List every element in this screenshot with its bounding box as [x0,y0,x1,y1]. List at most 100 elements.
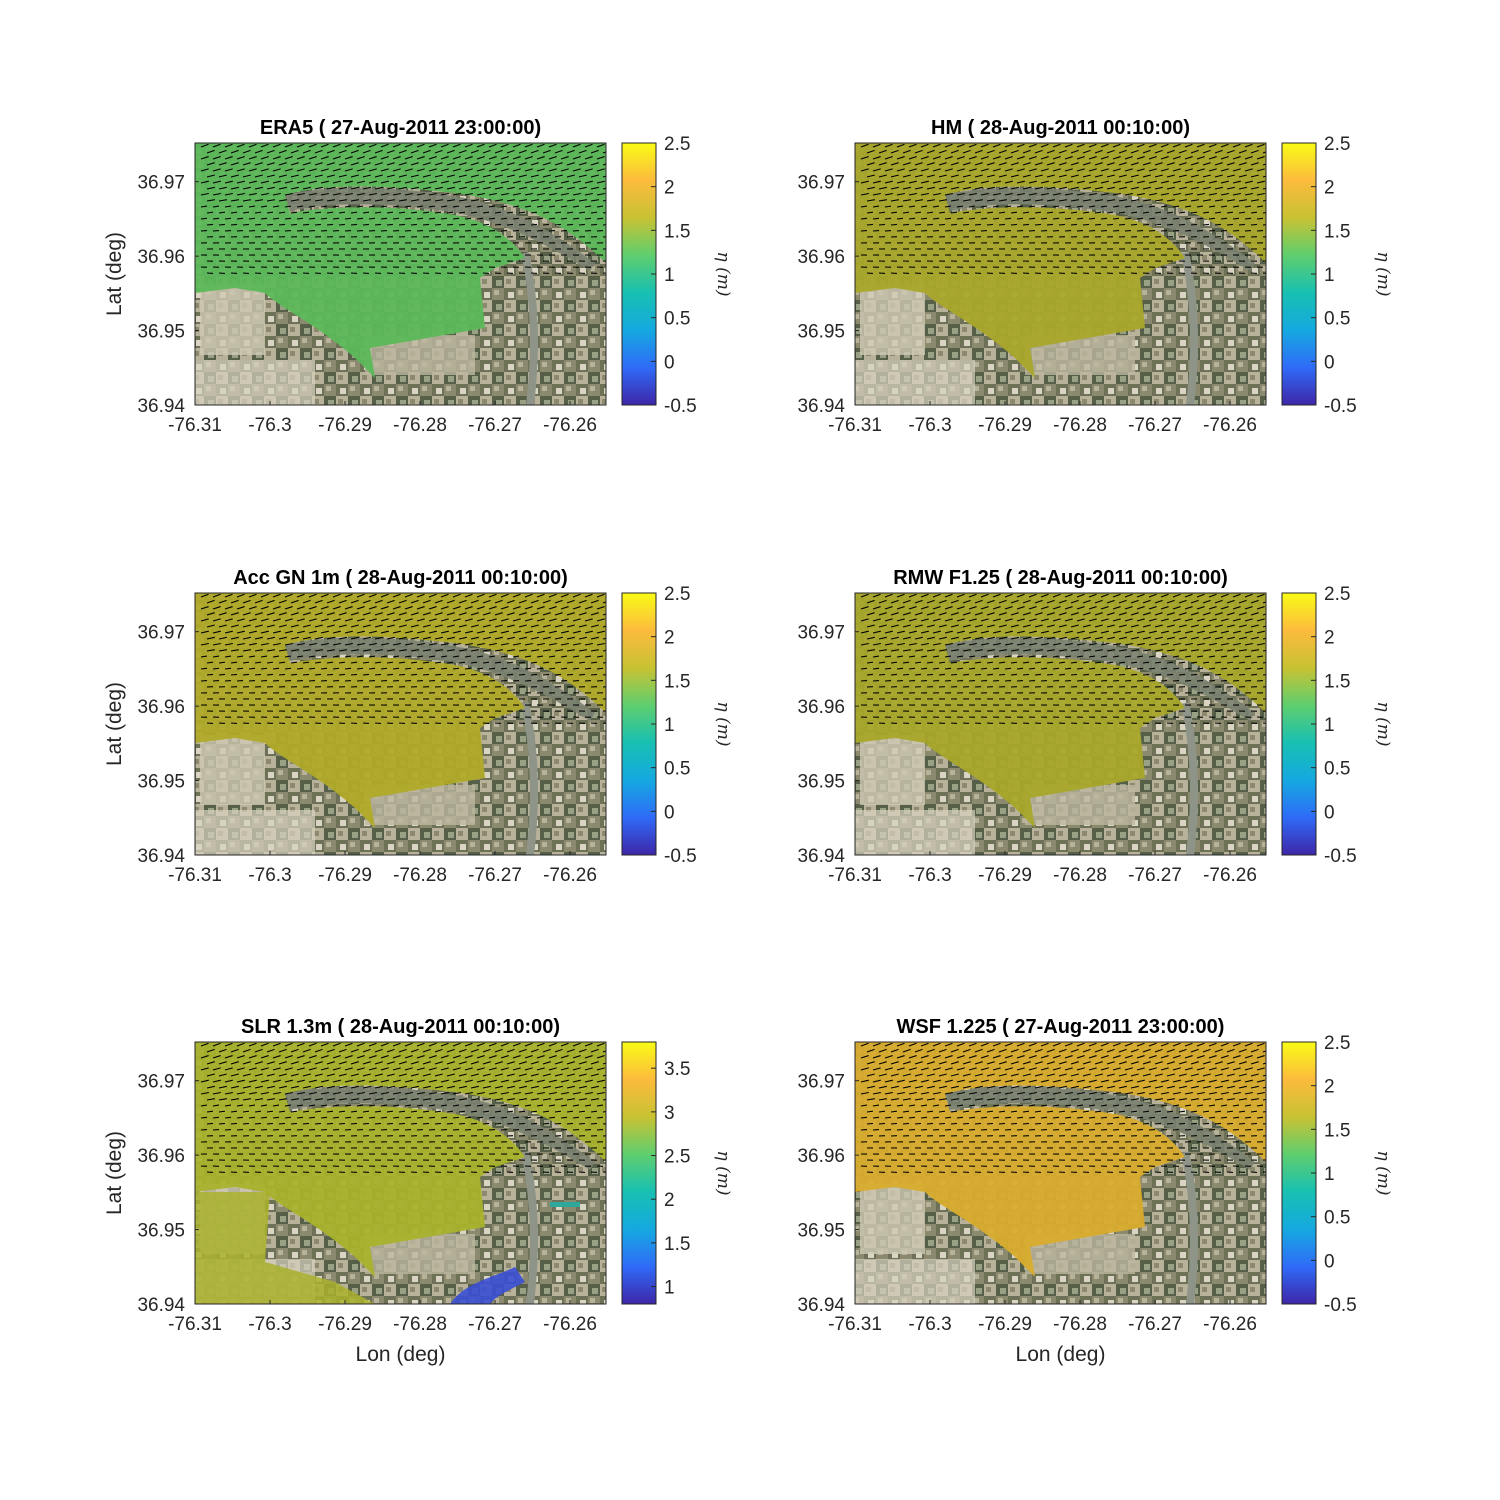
colorbar-tick-label: 2 [664,178,675,199]
colorbar-tick-label: 2.5 [1324,584,1350,605]
colorbar-label: η (m) [1373,702,1393,747]
urban-block [200,285,265,355]
x-tick-label: -76.27 [1128,865,1182,886]
x-tick-label: -76.28 [393,415,447,436]
map-area [855,593,1266,855]
road [521,252,538,405]
colorbar-label: η (m) [713,252,733,297]
x-tick-label: -76.3 [248,415,291,436]
colorbar-label: η (m) [713,1151,733,1196]
colorbar-tick-label: 2.5 [664,1147,690,1168]
barrier-spit [945,1086,1255,1170]
axes-frame [194,142,607,406]
y-tick-label: 36.97 [137,1072,185,1093]
y-tick-label: 36.95 [797,322,845,343]
x-tick-label: -76.3 [248,1314,291,1335]
urban-block [195,360,315,405]
x-tick-label: -76.31 [168,415,222,436]
road [521,1151,538,1304]
colorbar-tick-label: 0 [1324,352,1335,373]
axes-frame [854,142,1267,406]
x-tick-label: -76.29 [978,415,1032,436]
y-tick-label: 36.97 [797,173,845,194]
x-axis-label: Lon (deg) [356,1343,446,1366]
urban-block [855,810,975,855]
y-tick-label: 36.94 [797,846,845,867]
x-tick-label: -76.3 [908,865,951,886]
colorbar-tick-label: 1 [1324,1164,1335,1185]
wind-vectors [860,143,1266,274]
barrier-spit [945,637,1255,721]
x-tick-label: -76.28 [393,1314,447,1335]
colorbar-label: η (m) [713,702,733,747]
colorbar-tick-label: 2 [664,1190,675,1211]
x-tick-label: -76.28 [1053,1314,1107,1335]
y-tick-label: 36.95 [797,772,845,793]
colorbar-tick-label: 3.5 [664,1059,690,1080]
colorbar-tick-label: 2.5 [664,134,690,155]
x-tick-label: -76.28 [1053,865,1107,886]
x-tick-label: -76.29 [978,1314,1032,1335]
y-tick-label: 36.97 [137,173,185,194]
colorbar-tick-label: -0.5 [664,396,697,417]
map-area [855,1042,1266,1304]
urban-block [200,735,265,805]
x-tick-label: -76.29 [978,865,1032,886]
x-tick-label: -76.27 [468,415,522,436]
urban-block [855,1259,975,1304]
x-tick-label: -76.29 [318,1314,372,1335]
y-tick-label: 36.95 [137,1221,185,1242]
map-area [195,593,606,855]
x-axis-label: Lon (deg) [1016,1343,1106,1366]
panel-title: SLR 1.3m ( 28-Aug-2011 00:10:00) [241,1016,560,1038]
y-tick-label: 36.96 [137,247,185,268]
x-tick-label: -76.28 [1053,415,1107,436]
colorbar [621,592,657,856]
colorbar-tick-label: 1 [1324,715,1335,736]
wind-vectors [860,1042,1266,1173]
x-tick-label: -76.29 [318,415,372,436]
y-tick-label: 36.97 [797,623,845,644]
colorbar-tick-label: 2 [1324,628,1335,649]
x-tick-label: -76.31 [828,1314,882,1335]
wind-vectors [860,593,1266,724]
y-tick-label: 36.96 [137,1146,185,1167]
y-axis-label: Lat (deg) [103,682,126,766]
axes-frame [194,1041,607,1305]
panel-title: RMW F1.25 ( 28-Aug-2011 00:10:00) [893,567,1228,589]
panel-title: Acc GN 1m ( 28-Aug-2011 00:10:00) [233,567,568,589]
y-tick-label: 36.95 [137,772,185,793]
colorbar-tick-label: 0 [1324,1251,1335,1272]
y-tick-label: 36.94 [797,396,845,417]
y-axis-label: Lat (deg) [103,232,126,316]
y-axis-label: Lat (deg) [103,1131,126,1215]
x-tick-label: -76.26 [543,865,597,886]
road [1181,252,1198,405]
inland-flood [195,1192,375,1304]
low-water-pocket [550,1202,580,1207]
y-tick-label: 36.97 [797,1072,845,1093]
colorbar-tick-label: 0 [664,352,675,373]
panel-rmw-f1-25: -76.31 -76.3 -76.29 -76.28 -76.27 -76.26 36.94… [797,567,1393,886]
colorbar-tick-label: 2.5 [1324,1033,1350,1054]
map-area [195,143,606,405]
colorbar [1281,142,1317,406]
y-tick-label: 36.94 [137,396,185,417]
map-area [195,1042,606,1304]
x-tick-label: -76.3 [908,1314,951,1335]
colorbar-tick-label: 1.5 [664,1234,690,1255]
colorbar-tick-label: 0 [1324,802,1335,823]
y-tick-label: 36.95 [137,322,185,343]
colorbar-tick-label: 2 [1324,1077,1335,1098]
colorbar-tick-label: 1.5 [1324,671,1350,692]
panel-era5: -76.31 -76.3 -76.29 -76.28 -76.27 -76.26 36.94… [103,117,733,436]
x-tick-label: -76.26 [1203,1314,1257,1335]
road [1181,1151,1198,1304]
y-tick-label: 36.96 [797,1146,845,1167]
barrier-spit [285,1086,595,1170]
x-tick-label: -76.31 [168,1314,222,1335]
colorbar-tick-label: 1.5 [1324,1120,1350,1141]
x-tick-label: -76.26 [1203,415,1257,436]
colorbar [1281,592,1317,856]
